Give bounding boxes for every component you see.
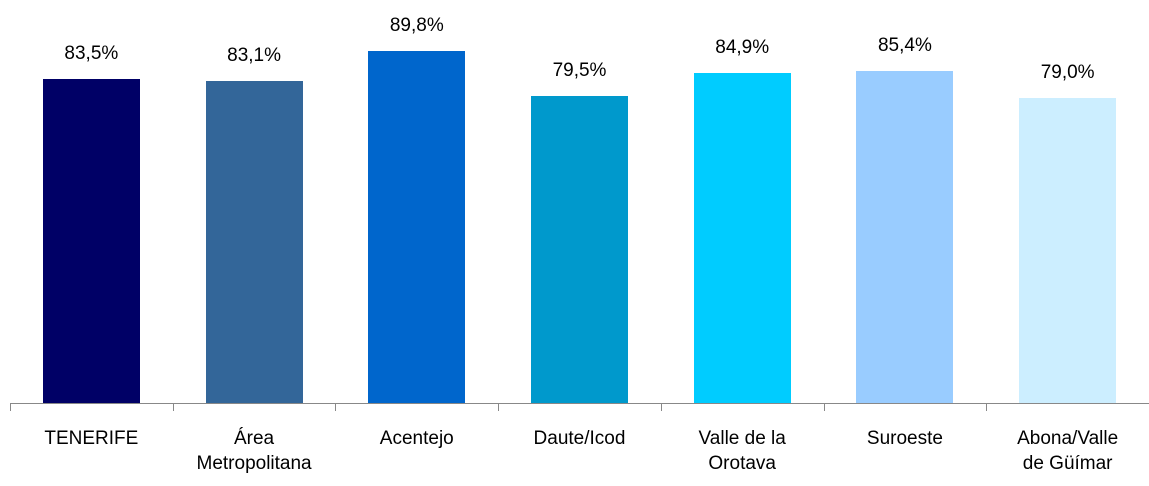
x-tick (335, 403, 337, 411)
value-label: 85,4% (877, 34, 932, 56)
value-label: 89,8% (389, 15, 444, 37)
bar (368, 51, 466, 403)
value-label: 83,1% (227, 44, 281, 66)
value-label: 84,9% (715, 36, 770, 58)
value-label: 79,0% (1040, 62, 1095, 84)
bar (531, 96, 628, 403)
bar (205, 80, 303, 403)
x-axis (10, 403, 1149, 404)
bar (856, 70, 954, 403)
bar (693, 72, 791, 403)
x-tick (10, 403, 11, 411)
x-tick-label: Área Metropolitana (196, 428, 312, 474)
x-tick (498, 403, 500, 411)
value-label: 79,5% (552, 60, 607, 82)
x-tick (172, 403, 174, 411)
x-tick-label: Acentejo (379, 428, 454, 449)
x-tick-label: Abona/Valle de Güímar (1017, 428, 1119, 474)
x-tick-label: TENERIFE (44, 428, 139, 449)
x-tick-label: Valle de la Orotava (698, 428, 786, 474)
x-tick (660, 403, 662, 411)
x-tick-label: Daute/Icod (533, 428, 626, 449)
bar (42, 78, 140, 403)
value-label: 83,5% (64, 42, 119, 64)
bar (1019, 98, 1117, 403)
x-tick (823, 403, 825, 411)
x-tick-label: Suroeste (866, 428, 943, 449)
x-tick (986, 403, 988, 411)
